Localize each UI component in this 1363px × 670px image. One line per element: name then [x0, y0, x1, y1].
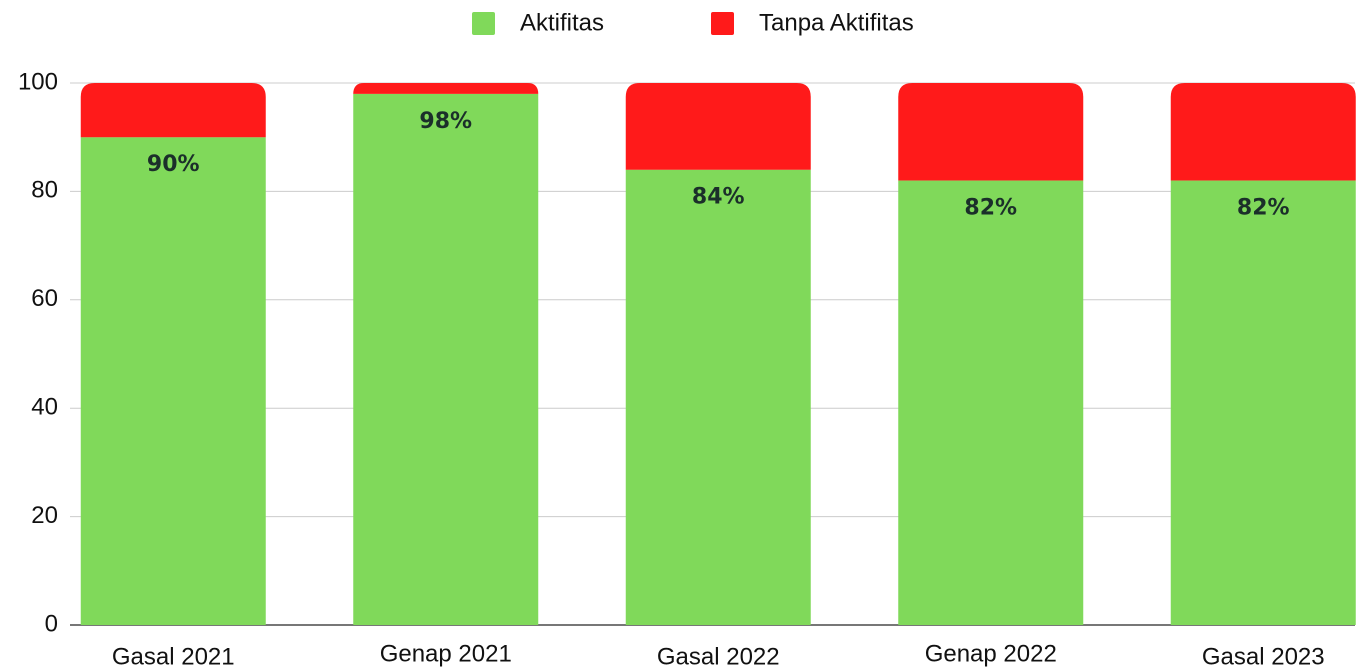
bar-segment: [353, 93, 539, 626]
bar-segment: [625, 169, 811, 625]
x-tick-label: Gasal 2022: [657, 643, 780, 670]
bar-segment: [353, 83, 539, 94]
bar-segment: [1170, 180, 1356, 625]
value-label: 84%: [692, 185, 745, 210]
value-label: 82%: [1237, 196, 1290, 221]
bar-segment: [898, 180, 1084, 625]
y-tick-label: 20: [31, 502, 58, 529]
y-tick-label: 0: [45, 610, 58, 637]
y-tick-label: 80: [31, 177, 58, 204]
legend-label: Tanpa Aktifitas: [759, 9, 914, 36]
value-label: 82%: [964, 196, 1017, 221]
legend-swatch: [472, 12, 495, 35]
bar-segment: [80, 137, 266, 625]
x-tick-label: Gasal 2021: [112, 643, 235, 670]
x-tick-label: Gasal 2023: [1202, 643, 1325, 670]
y-tick-label: 60: [31, 285, 58, 312]
legend-label: Aktifitas: [520, 9, 604, 36]
bar-segment: [80, 83, 266, 138]
value-label: 98%: [419, 109, 472, 134]
x-tick-label: Genap 2021: [380, 640, 512, 667]
x-tick-label: Genap 2022: [925, 640, 1057, 667]
value-label: 90%: [147, 152, 200, 177]
bar-segment: [625, 83, 811, 170]
bar-segment: [1170, 83, 1356, 181]
y-tick-label: 100: [18, 68, 58, 95]
bar-segment: [898, 83, 1084, 181]
legend-swatch: [711, 12, 734, 35]
y-tick-label: 40: [31, 394, 58, 421]
